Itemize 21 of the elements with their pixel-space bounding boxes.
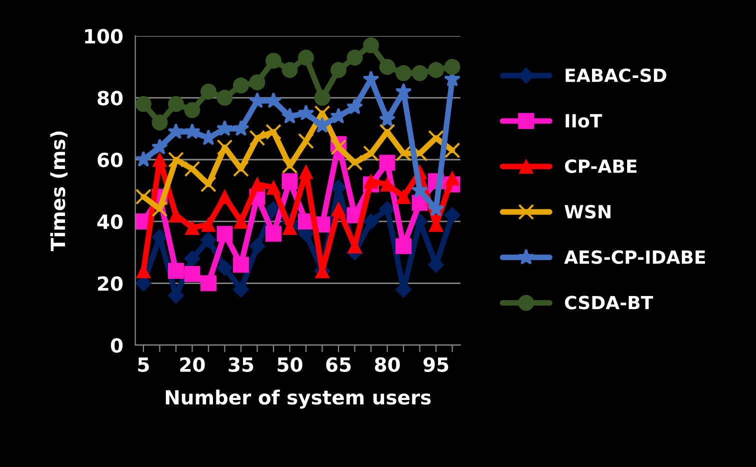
y-tick-label: 0 [110,338,123,353]
x-tick-label: 20 [180,357,205,372]
x-axis-title: Number of system users [166,390,431,409]
legend-label: WSN [564,204,610,219]
y-tick-label: 60 [98,152,123,168]
y-tick-label: 40 [97,214,123,230]
x-tick-label: 65 [326,357,351,372]
x-tick-label: 50 [278,357,302,372]
x-tick-label: 35 [228,357,254,372]
legend-label: CSDA-BT [564,296,654,310]
legend-label: AES-CP-IDABE [564,250,705,264]
y-tick-label: 20 [98,276,123,291]
x-tick-label: 80 [374,357,400,372]
legend-label: EABAC-SD [566,68,666,82]
legend-label: CP-ABE [564,159,636,174]
y-tick-label: 80 [98,90,123,106]
y-tick-label: 100 [85,28,123,44]
x-tick-label: 95 [424,357,448,372]
legend-label: IIoT [566,114,602,128]
x-tick-label: 5 [138,358,149,372]
y-axis-title: Times (ms) [50,132,68,252]
